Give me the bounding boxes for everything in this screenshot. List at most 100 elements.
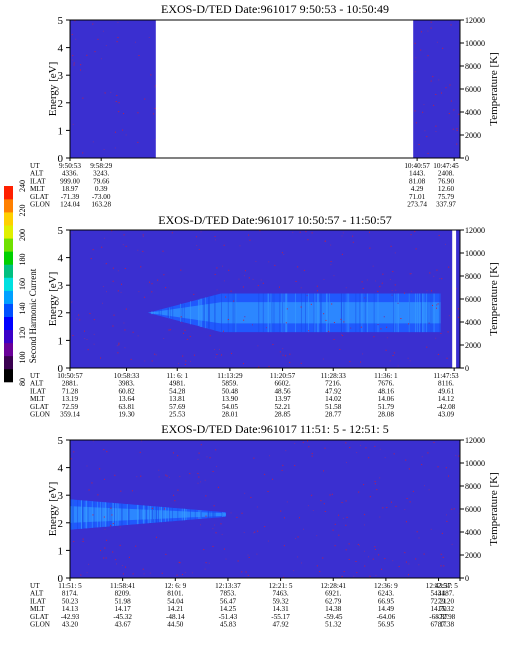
- noise-speck: [441, 278, 443, 280]
- energy-spectrogram-panel: EXOS-D/TED Date:961017 11:51: 5 - 12:51:…: [30, 422, 500, 629]
- y-tick-label: 2: [58, 98, 64, 110]
- ephemeris-value: 11:47:53: [433, 372, 459, 380]
- noise-speck: [155, 85, 157, 87]
- noise-speck: [99, 468, 101, 470]
- noise-speck: [457, 308, 459, 310]
- noise-speck: [151, 507, 153, 509]
- noise-speck: [171, 232, 173, 234]
- noise-speck: [204, 479, 206, 481]
- noise-speck: [86, 54, 88, 56]
- y2-tick-label: 4000: [465, 318, 481, 327]
- noise-speck: [162, 250, 164, 252]
- noise-speck: [383, 316, 385, 318]
- noise-speck: [455, 288, 457, 290]
- noise-speck: [448, 475, 450, 477]
- ephemeris-value: 79.20: [438, 597, 455, 605]
- noise-speck: [338, 534, 340, 536]
- noise-speck: [299, 517, 301, 519]
- ephemeris-value: 14.70: [430, 605, 447, 613]
- noise-speck: [282, 464, 284, 466]
- noise-speck: [386, 326, 388, 328]
- noise-speck: [333, 321, 335, 323]
- noise-speck: [294, 443, 296, 445]
- noise-speck: [397, 365, 399, 367]
- ephemeris-value: 14.06: [378, 395, 395, 403]
- noise-speck: [174, 500, 176, 502]
- noise-speck: [444, 243, 446, 245]
- noise-speck: [436, 41, 438, 43]
- noise-speck: [283, 517, 285, 519]
- ephemeris-row-label: ILAT: [30, 597, 46, 605]
- spectrogram-area: [70, 230, 460, 368]
- noise-speck: [357, 543, 359, 545]
- noise-speck: [80, 69, 82, 71]
- noise-speck: [423, 553, 425, 555]
- colorbar-tick-label: 180: [18, 254, 27, 266]
- noise-speck: [72, 334, 74, 336]
- noise-speck: [352, 235, 354, 237]
- noise-speck: [155, 354, 157, 356]
- data-gap: [452, 230, 457, 368]
- ephemeris-value: 13.81: [169, 395, 186, 403]
- noise-speck: [140, 266, 142, 268]
- noise-speck: [319, 570, 321, 572]
- y-tick-label: 5: [58, 15, 64, 27]
- noise-speck: [151, 283, 153, 285]
- noise-speck: [426, 346, 428, 348]
- noise-speck: [409, 360, 411, 362]
- panel-title: EXOS-D/TED Date:961017 11:51: 5 - 12:51:…: [161, 422, 389, 436]
- ephemeris-value: 5859.: [222, 380, 238, 388]
- noise-speck: [116, 345, 118, 347]
- noise-speck: [125, 566, 127, 568]
- ephemeris-value: 11: 6: 1: [166, 372, 188, 380]
- noise-speck: [125, 134, 127, 136]
- noise-speck: [349, 361, 351, 363]
- spectrogram-area: [70, 20, 460, 158]
- noise-speck: [374, 483, 376, 485]
- noise-speck: [257, 530, 259, 532]
- noise-speck: [244, 492, 246, 494]
- y2-axis-label: Temperature [K]: [488, 262, 500, 335]
- noise-speck: [418, 564, 420, 566]
- ephemeris-value: 8174.: [62, 590, 78, 598]
- noise-speck: [84, 330, 86, 332]
- ephemeris-value: 12: 6: 9: [164, 582, 186, 590]
- noise-speck: [360, 326, 362, 328]
- panels: EXOS-D/TED Date:961017 9:50:53 - 10:50:4…: [30, 2, 500, 629]
- noise-speck: [148, 37, 150, 39]
- ephemeris-value: 14.17: [115, 605, 132, 613]
- noise-speck: [330, 244, 332, 246]
- noise-speck: [248, 234, 250, 236]
- noise-speck: [338, 514, 340, 516]
- ephemeris-value: 6921.: [325, 590, 341, 598]
- noise-speck: [289, 353, 291, 355]
- noise-speck: [435, 131, 437, 133]
- noise-speck: [445, 467, 447, 469]
- noise-speck: [220, 523, 222, 525]
- noise-speck: [414, 71, 416, 73]
- ephemeris-value: 52.21: [274, 403, 291, 411]
- noise-speck: [216, 267, 218, 269]
- noise-speck: [238, 278, 240, 280]
- ephemeris-value: 1443.: [409, 170, 425, 178]
- ephemeris-value: 50.48: [222, 387, 239, 395]
- noise-speck: [389, 279, 391, 281]
- noise-speck: [257, 285, 259, 287]
- noise-speck: [409, 501, 411, 503]
- noise-speck: [197, 482, 199, 484]
- y2-tick-label: 8000: [465, 62, 481, 71]
- ephemeris-value: 8116.: [438, 380, 454, 388]
- ephemeris-value: 49.61: [438, 387, 455, 395]
- ephemeris-value: 7853.: [220, 590, 236, 598]
- noise-speck: [72, 59, 74, 61]
- ephemeris-value: 8209.: [115, 590, 131, 598]
- noise-speck: [121, 565, 123, 567]
- noise-speck: [297, 266, 299, 268]
- noise-speck: [197, 458, 199, 460]
- ephemeris-value: 43.67: [115, 621, 132, 629]
- noise-speck: [154, 108, 156, 110]
- noise-speck: [151, 360, 153, 362]
- noise-speck: [90, 258, 92, 260]
- noise-speck: [112, 325, 114, 327]
- noise-speck: [92, 141, 94, 143]
